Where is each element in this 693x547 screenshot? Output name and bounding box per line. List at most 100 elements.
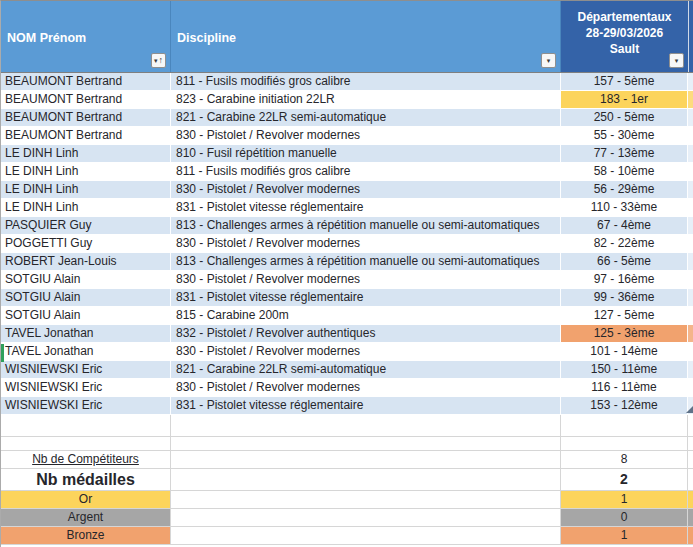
- medal-row-bronze: Bronze 1: [1, 527, 693, 545]
- table-row: TAVEL Jonathan 830 - Pistolet / Revolver…: [1, 343, 693, 361]
- dropdown-arrow-icon: ▾: [154, 54, 158, 67]
- discipline-cell[interactable]: 821 - Carabine 22LR semi-automatique: [171, 109, 561, 127]
- result-cell[interactable]: 55 - 30ème: [561, 127, 688, 145]
- discipline-cell[interactable]: 815 - Carabine 200m: [171, 307, 561, 325]
- result-cell[interactable]: 127 - 5ème: [561, 307, 688, 325]
- empty-row[interactable]: [1, 437, 693, 451]
- discipline-cell[interactable]: 830 - Pistolet / Revolver modernes: [171, 379, 561, 397]
- result-cell[interactable]: 99 - 36ème: [561, 289, 688, 307]
- competitor-name-cell[interactable]: TAVEL Jonathan: [1, 325, 171, 343]
- empty-cell[interactable]: [561, 415, 688, 437]
- table-resize-handle-icon[interactable]: [686, 406, 693, 413]
- truncated-column-cell: [688, 491, 693, 509]
- header-cell-departementaux[interactable]: Départementaux 28-29/03/2026 Sault ▾: [561, 1, 688, 72]
- competitors-label[interactable]: Nb de Compétiteurs: [1, 451, 171, 469]
- empty-cell: [688, 469, 693, 491]
- competitor-name-cell[interactable]: BEAUMONT Bertrand: [1, 73, 171, 91]
- empty-cell[interactable]: [171, 509, 561, 527]
- discipline-cell[interactable]: 811 - Fusils modifiés gros calibre: [171, 163, 561, 181]
- empty-cell[interactable]: [171, 415, 561, 437]
- result-cell[interactable]: 125 - 3ème: [561, 325, 688, 343]
- table-row: PASQUIER Guy 813 - Challenges armes à ré…: [1, 217, 693, 235]
- result-cell[interactable]: 153 - 12ème: [561, 397, 688, 415]
- result-cell[interactable]: 77 - 13ème: [561, 145, 688, 163]
- discipline-cell[interactable]: 813 - Challenges armes à répétition manu…: [171, 217, 561, 235]
- empty-row[interactable]: [1, 415, 693, 437]
- empty-cell[interactable]: [171, 491, 561, 509]
- competitor-name-cell[interactable]: LE DINH Linh: [1, 163, 171, 181]
- competitor-name-cell[interactable]: SOTGIU Alain: [1, 289, 171, 307]
- table-row: SOTGIU Alain 830 - Pistolet / Revolver m…: [1, 271, 693, 289]
- competitor-name-cell[interactable]: PASQUIER Guy: [1, 217, 171, 235]
- discipline-cell[interactable]: 832 - Pistolet / Revolver authentiques: [171, 325, 561, 343]
- result-cell[interactable]: 97 - 16ème: [561, 271, 688, 289]
- result-cell[interactable]: 110 - 33ème: [561, 199, 688, 217]
- empty-cell[interactable]: [171, 469, 561, 491]
- competitor-name-cell[interactable]: BEAUMONT Bertrand: [1, 91, 171, 109]
- medal-label-argent[interactable]: Argent: [1, 509, 171, 527]
- competitor-name-cell[interactable]: WISNIEWSKI Eric: [1, 397, 171, 415]
- medal-value-bronze[interactable]: 1: [561, 527, 688, 545]
- medal-label-or[interactable]: Or: [1, 491, 171, 509]
- medal-value-or[interactable]: 1: [561, 491, 688, 509]
- table-header-row: NOM Prénom ▾↑ Discipline ▾ Départementau…: [1, 1, 693, 73]
- filter-button-departementaux[interactable]: ▾: [669, 53, 684, 68]
- active-cell-edge-marker: [1, 344, 4, 362]
- truncated-column-cell: [688, 199, 693, 217]
- result-cell[interactable]: 183 - 1er: [561, 91, 688, 109]
- result-cell[interactable]: 67 - 4ème: [561, 217, 688, 235]
- medals-label[interactable]: Nb médailles: [1, 469, 171, 491]
- spreadsheet: NOM Prénom ▾↑ Discipline ▾ Départementau…: [0, 0, 693, 547]
- discipline-cell[interactable]: 810 - Fusil répétition manuelle: [171, 145, 561, 163]
- competitor-name-cell[interactable]: POGGETTI Guy: [1, 235, 171, 253]
- result-cell[interactable]: 58 - 10ème: [561, 163, 688, 181]
- discipline-cell[interactable]: 830 - Pistolet / Revolver modernes: [171, 127, 561, 145]
- competitor-name-cell[interactable]: SOTGIU Alain: [1, 307, 171, 325]
- competitors-value[interactable]: 8: [561, 451, 688, 469]
- discipline-cell[interactable]: 830 - Pistolet / Revolver modernes: [171, 235, 561, 253]
- competitor-name-cell[interactable]: WISNIEWSKI Eric: [1, 361, 171, 379]
- result-cell[interactable]: 150 - 11ème: [561, 361, 688, 379]
- empty-cell[interactable]: [171, 451, 561, 469]
- competitor-name-cell[interactable]: TAVEL Jonathan: [1, 343, 171, 361]
- discipline-cell[interactable]: 831 - Pistolet vitesse réglementaire: [171, 199, 561, 217]
- medal-value-argent[interactable]: 0: [561, 509, 688, 527]
- discipline-cell[interactable]: 830 - Pistolet / Revolver modernes: [171, 343, 561, 361]
- competitor-name-cell[interactable]: BEAUMONT Bertrand: [1, 127, 171, 145]
- result-cell[interactable]: 250 - 5ème: [561, 109, 688, 127]
- discipline-cell[interactable]: 821 - Carabine 22LR semi-automatique: [171, 361, 561, 379]
- competitor-name-cell[interactable]: LE DINH Linh: [1, 181, 171, 199]
- result-cell[interactable]: 157 - 5ème: [561, 73, 688, 91]
- competitor-name-cell[interactable]: WISNIEWSKI Eric: [1, 379, 171, 397]
- competitor-name-cell[interactable]: BEAUMONT Bertrand: [1, 109, 171, 127]
- empty-cell[interactable]: [1, 415, 171, 437]
- filter-button-discipline[interactable]: ▾: [541, 53, 556, 68]
- competitor-name-cell[interactable]: SOTGIU Alain: [1, 271, 171, 289]
- header-cell-discipline[interactable]: Discipline ▾: [171, 1, 561, 72]
- medals-value[interactable]: 2: [561, 469, 688, 491]
- result-cell[interactable]: 66 - 5ème: [561, 253, 688, 271]
- empty-cell[interactable]: [171, 437, 561, 451]
- discipline-cell[interactable]: 811 - Fusils modifiés gros calibre: [171, 73, 561, 91]
- empty-cell[interactable]: [1, 437, 171, 451]
- truncated-column-cell: [688, 127, 693, 145]
- discipline-cell[interactable]: 830 - Pistolet / Revolver modernes: [171, 271, 561, 289]
- discipline-cell[interactable]: 831 - Pistolet vitesse réglementaire: [171, 397, 561, 415]
- header-cell-nom-prenom[interactable]: NOM Prénom ▾↑: [1, 1, 171, 72]
- medal-label-bronze[interactable]: Bronze: [1, 527, 171, 545]
- discipline-cell[interactable]: 830 - Pistolet / Revolver modernes: [171, 181, 561, 199]
- competitor-name-cell[interactable]: LE DINH Linh: [1, 145, 171, 163]
- truncated-column-cell: [688, 343, 693, 361]
- competitor-name-cell[interactable]: ROBERT Jean-Louis: [1, 253, 171, 271]
- sort-filter-button-nom-prenom[interactable]: ▾↑: [151, 53, 166, 68]
- discipline-cell[interactable]: 813 - Challenges armes à répétition manu…: [171, 253, 561, 271]
- result-cell[interactable]: 82 - 22ème: [561, 235, 688, 253]
- result-cell[interactable]: 101 - 14ème: [561, 343, 688, 361]
- competitor-name-cell[interactable]: LE DINH Linh: [1, 199, 171, 217]
- result-cell[interactable]: 56 - 29ème: [561, 181, 688, 199]
- result-cell[interactable]: 116 - 11ème: [561, 379, 688, 397]
- discipline-cell[interactable]: 831 - Pistolet vitesse réglementaire: [171, 289, 561, 307]
- discipline-cell[interactable]: 823 - Carabine initiation 22LR: [171, 91, 561, 109]
- empty-cell[interactable]: [561, 437, 688, 451]
- empty-cell[interactable]: [171, 527, 561, 545]
